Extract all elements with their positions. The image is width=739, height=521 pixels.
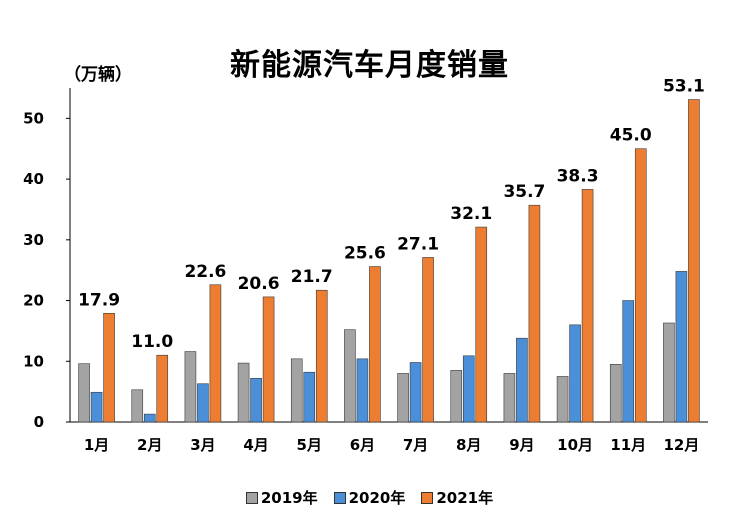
x-tick-label: 10月: [557, 436, 593, 454]
bar-2021: [422, 257, 434, 423]
bar-2020: [90, 391, 103, 423]
legend-label: 2019年: [260, 489, 318, 507]
bar-2021: [369, 266, 381, 423]
chart-title: 新能源汽车月度销量: [230, 48, 509, 83]
x-tick-label: 2月: [137, 436, 162, 454]
x-tick-label: 5月: [297, 436, 322, 454]
legend-swatch: [245, 491, 258, 504]
legend-item: 2020年: [333, 487, 406, 508]
bar-2021: [156, 354, 169, 423]
bar-2019: [184, 351, 197, 423]
y-tick-label: 20: [23, 292, 44, 310]
bar-2019: [78, 363, 90, 423]
bar-2020: [569, 324, 581, 423]
bar-2021: [688, 99, 700, 423]
y-tick-label: 0: [34, 413, 44, 431]
data-label: 21.7: [291, 267, 333, 287]
x-tick-label: 12月: [663, 436, 699, 454]
bar-2021: [209, 284, 222, 423]
bar-2020: [622, 300, 635, 423]
data-label: 27.1: [397, 234, 439, 254]
bar-2019: [290, 358, 303, 423]
x-tick-label: 4月: [243, 436, 268, 454]
legend-swatch: [421, 491, 434, 504]
y-tick-label: 40: [23, 170, 44, 188]
legend-item: 2021年: [421, 487, 493, 508]
data-label: 20.6: [238, 274, 280, 294]
bar-2019: [397, 373, 409, 423]
bar-2020: [516, 337, 528, 423]
bar-2019: [450, 370, 463, 423]
bar-2019: [131, 389, 144, 423]
data-label: 22.6: [184, 262, 226, 282]
legend-item: 2019年: [245, 487, 318, 508]
legend: 2019年 2020年 2021年: [0, 487, 739, 508]
y-tick-label: 30: [23, 231, 44, 249]
bar-2020: [356, 358, 369, 423]
bar-2019: [556, 376, 569, 423]
bar-2020: [303, 371, 316, 423]
bar-2020: [143, 413, 156, 423]
data-label: 35.7: [503, 182, 545, 202]
x-tick-label: 11月: [610, 436, 646, 454]
x-tick-label: 8月: [456, 436, 481, 454]
bar-2019: [237, 362, 250, 423]
x-tick-label: 7月: [403, 436, 428, 454]
y-tick-label: 10: [23, 352, 44, 370]
x-tick-label: 1月: [84, 436, 109, 454]
legend-label: 2021年: [436, 489, 494, 507]
bar-2020: [250, 377, 262, 423]
bar-2019: [503, 373, 516, 423]
data-label: 17.9: [78, 290, 120, 310]
bar-2021: [581, 189, 594, 423]
data-label: 53.1: [663, 77, 705, 97]
x-tick-label: 3月: [190, 436, 215, 454]
data-label: 45.0: [610, 126, 652, 146]
bar-2021: [262, 296, 275, 423]
bar-2019: [609, 364, 622, 423]
data-label: 32.1: [450, 204, 492, 224]
bar-2019: [663, 322, 675, 423]
bar-2021: [103, 312, 115, 423]
data-label: 11.0: [131, 332, 173, 352]
bar-2021: [315, 289, 328, 423]
bar-2019: [344, 329, 356, 423]
x-tick-label: 6月: [350, 436, 375, 454]
data-label: 25.6: [344, 244, 386, 264]
data-label: 38.3: [557, 166, 599, 186]
x-tick-label: 9月: [509, 436, 534, 454]
legend-label: 2020年: [348, 489, 406, 507]
legend-swatch: [333, 491, 346, 504]
bar-2020: [409, 362, 422, 423]
bar-2020: [675, 271, 688, 423]
bar-2021: [634, 148, 647, 423]
bar-2020: [462, 355, 475, 423]
y-axis-unit: （万辆）: [64, 65, 132, 85]
bar-2021: [528, 204, 541, 423]
bar-2021: [475, 226, 488, 423]
y-tick-label: 50: [23, 109, 44, 127]
bar-2020: [197, 383, 209, 423]
